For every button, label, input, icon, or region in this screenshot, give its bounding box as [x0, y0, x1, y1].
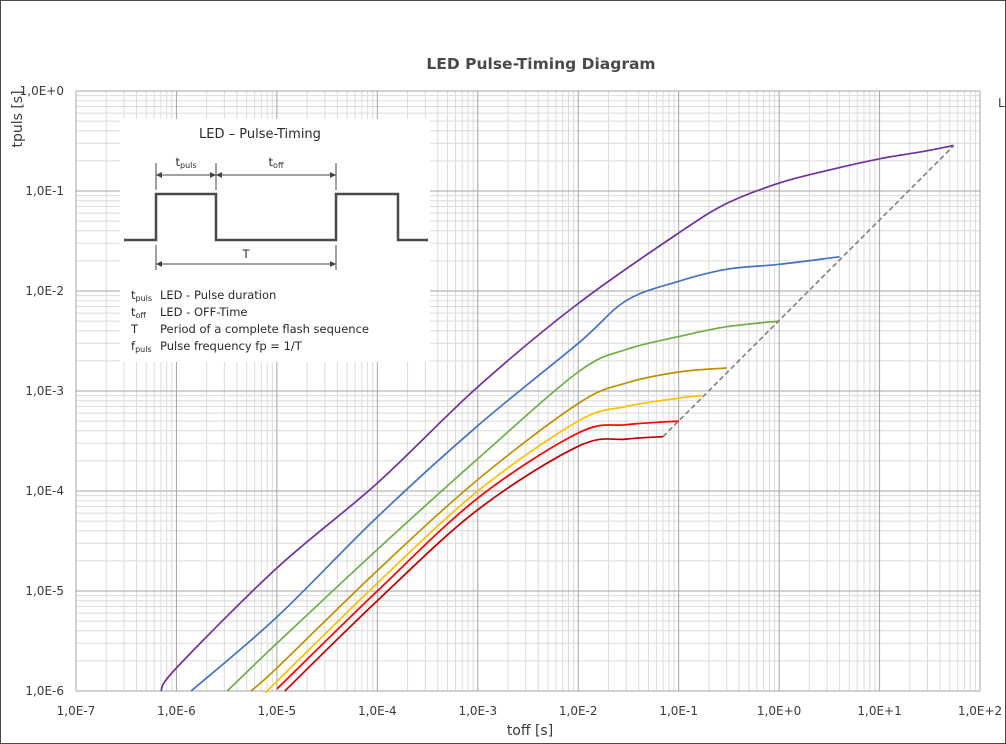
inset-legend-text: LED - Pulse duration — [160, 288, 276, 302]
inset-title: LED – Pulse-Timing — [199, 127, 321, 142]
y-axis-title: tpuls [s] — [10, 90, 26, 147]
y-tick-label: 1,0E-2 — [25, 284, 64, 298]
legend-fragment: L — [998, 96, 1005, 110]
y-tick-label: 1,0E-6 — [25, 684, 64, 698]
x-tick-label: 1,0E+1 — [857, 704, 901, 718]
x-tick-label: 1,0E-4 — [358, 704, 397, 718]
x-tick-label: 1,0E+2 — [958, 704, 1002, 718]
inset-legend-symbol: fpuls — [131, 339, 152, 354]
label-toff: toff — [269, 155, 284, 170]
pulse-waveform — [124, 192, 428, 242]
inset-legend-symbol: T — [130, 322, 139, 336]
label-tpuls: tpuls — [175, 155, 196, 170]
inset-legend-symbol: toff — [131, 305, 146, 320]
chart-title: LED Pulse-Timing Diagram — [426, 55, 655, 73]
y-tick-label: 1,0E-1 — [25, 184, 64, 198]
inset-diagram: LED – Pulse-Timing tpuls toff T tpuls LED… — [120, 119, 430, 362]
y-tick-label: 1,0E-3 — [25, 384, 64, 398]
inset-legend-symbol: tpuls — [131, 288, 152, 303]
x-tick-label: 1,0E-6 — [157, 704, 196, 718]
dimension-arrows — [156, 172, 336, 267]
tick-labels: 1,0E-7 1,0E-6 1,0E-5 1,0E-4 1,0E-3 1,0E-2 1,0E… — [20, 84, 1003, 718]
series-line — [264, 394, 702, 694]
x-tick-label: 1,0E-5 — [258, 704, 297, 718]
x-tick-label: 1,0E-3 — [458, 704, 497, 718]
series-line — [160, 144, 955, 692]
dimension-lines — [155, 163, 337, 270]
series-line — [276, 420, 679, 690]
series-line — [190, 255, 840, 692]
x-tick-label: 1,0E-2 — [559, 704, 598, 718]
x-tick-label: 1,0E-1 — [659, 704, 698, 718]
label-period: T — [241, 247, 250, 261]
y-tick-label: 1,0E-4 — [25, 484, 64, 498]
x-axis-title: toff [s] — [507, 723, 553, 739]
y-tick-label: 1,0E+0 — [20, 84, 64, 98]
data-curves — [160, 144, 955, 694]
y-tick-label: 1,0E-5 — [25, 584, 64, 598]
limit-dashed-line — [662, 144, 955, 438]
x-tick-label: 1,0E-7 — [57, 704, 96, 718]
inset-legend-text: LED - OFF-Time — [160, 305, 248, 319]
series-line — [284, 435, 664, 692]
inset-legend-text: Pulse frequency fp = 1/T — [160, 339, 303, 353]
series-line — [226, 320, 780, 692]
x-tick-label: 1,0E+0 — [757, 704, 801, 718]
inset-legend: tpuls LED - Pulse duration toff LED - OFF-T… — [130, 288, 369, 354]
inset-legend-text: Period of a complete flash sequence — [160, 322, 369, 336]
series-line — [250, 367, 727, 692]
